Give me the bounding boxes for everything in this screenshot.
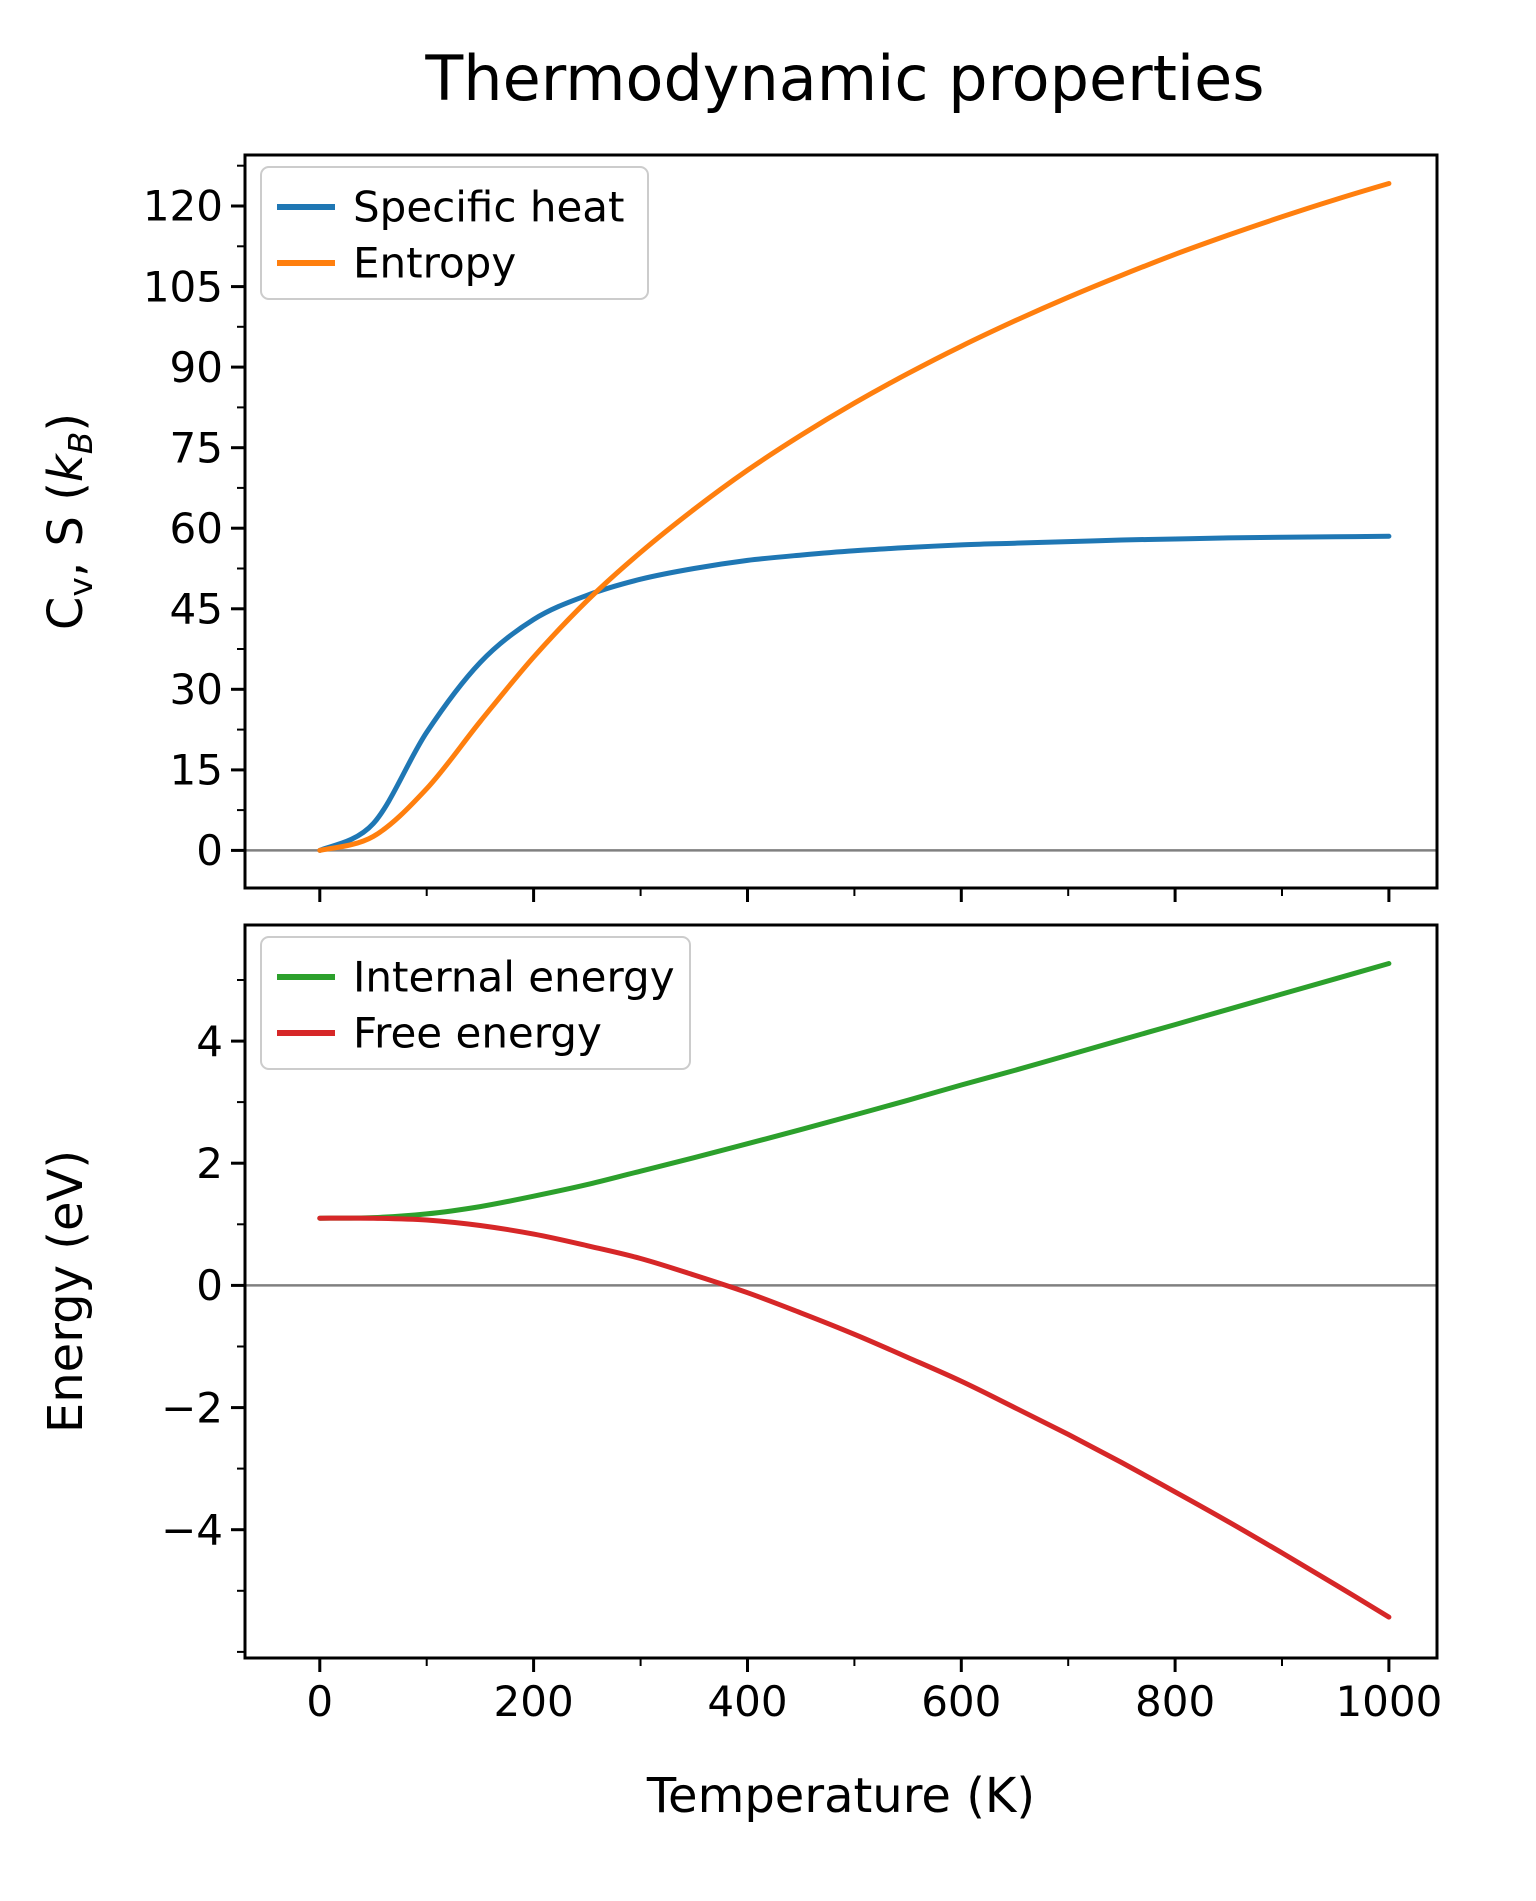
x-tick-label: 0 [306,1677,333,1726]
x-axis-label: Temperature (K) [646,1768,1035,1824]
y-tick-label: 0 [196,826,223,875]
y-tick-label: 120 [143,182,223,231]
legend-item-specific-heat: Specific heat [277,182,624,231]
legend-label-internal-energy: Internal energy [353,952,675,1001]
axes-border [243,923,1439,1660]
y-tick-label: 2 [196,1139,223,1188]
legend-item-internal-energy: Internal energy [277,952,675,1001]
panel-heat-entropy: 0 15 30 45 60 75 90 105 120 Cv, S (kB) Specific he… [38,153,1439,902]
x-tick-label: 600 [921,1677,1001,1726]
legend-item-free-energy: Free energy [277,1008,602,1057]
series-line-internal-energy [317,961,1392,1221]
y-tick-label: 75 [170,423,223,472]
x-tick-label: 800 [1135,1677,1215,1726]
legend-label-free-energy: Free energy [353,1008,602,1057]
y-tick-label: 30 [170,665,223,714]
x-tick-label: 400 [707,1677,787,1726]
legend-item-entropy: Entropy [277,238,516,287]
legend-top: Specific heat Entropy [260,166,649,300]
y-axis-label-top: Cv, S (kB) [38,413,100,630]
figure-title: Thermodynamic properties [424,42,1264,115]
legend-label-entropy: Entropy [353,238,516,287]
y-tick-label: 90 [170,343,223,392]
x-tick-label: 200 [494,1677,574,1726]
axes-border [243,153,1439,890]
series-line-entropy [317,181,1392,853]
y-tick-label: 4 [196,1017,223,1066]
y-tick-label: 15 [170,746,223,795]
series-line-specific-heat [317,533,1392,853]
legend-box [260,936,691,1070]
legend-box [260,166,649,300]
y-tick-label: 105 [143,262,223,311]
y-tick-label: 45 [170,585,223,634]
legend-bottom: Internal energy Free energy [260,936,691,1070]
series-line-free-energy [317,1215,1392,1620]
x-tick-label: 1000 [1335,1677,1442,1726]
y-tick-label: 60 [170,504,223,553]
y-tick-label: −4 [161,1505,223,1554]
panel-energy: 0 200 400 600 800 1000 −4 −2 0 2 4 Energy (eV) Inter… [38,923,1442,1726]
y-tick-label: 0 [196,1261,223,1310]
y-tick-label: −2 [161,1383,223,1432]
legend-label-specific-heat: Specific heat [353,182,624,231]
y-axis-label-bottom: Energy (eV) [38,1150,94,1433]
